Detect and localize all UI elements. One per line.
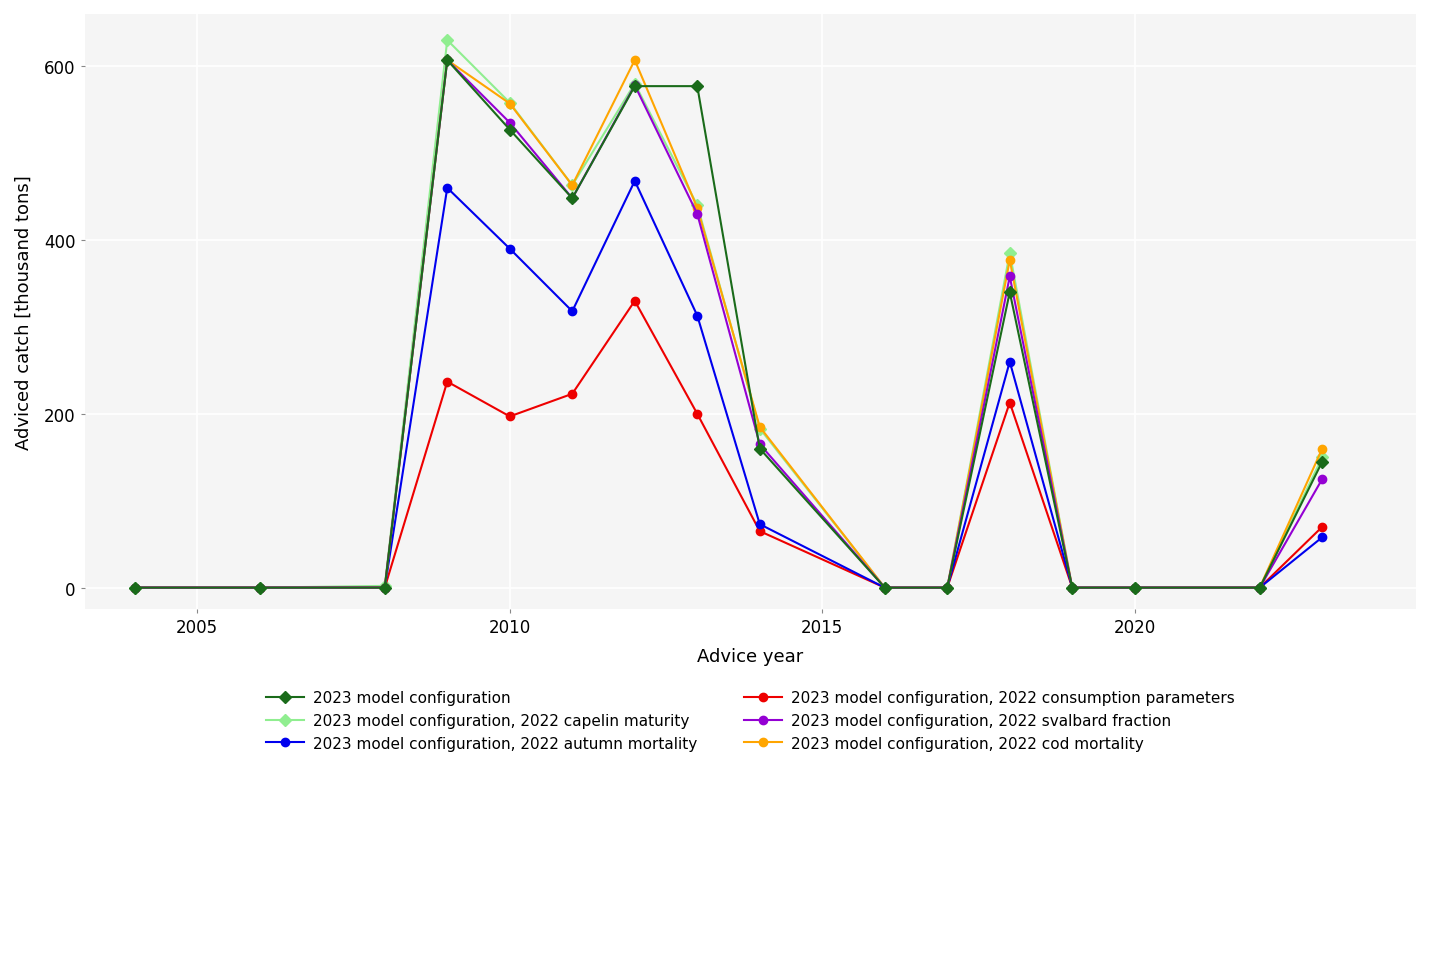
Y-axis label: Adviced catch [thousand tons]: Adviced catch [thousand tons] xyxy=(14,175,33,450)
X-axis label: Advice year: Advice year xyxy=(697,648,804,666)
Legend: 2023 model configuration, 2023 model configuration, 2022 capelin maturity, 2023 : 2023 model configuration, 2023 model con… xyxy=(266,691,1235,751)
